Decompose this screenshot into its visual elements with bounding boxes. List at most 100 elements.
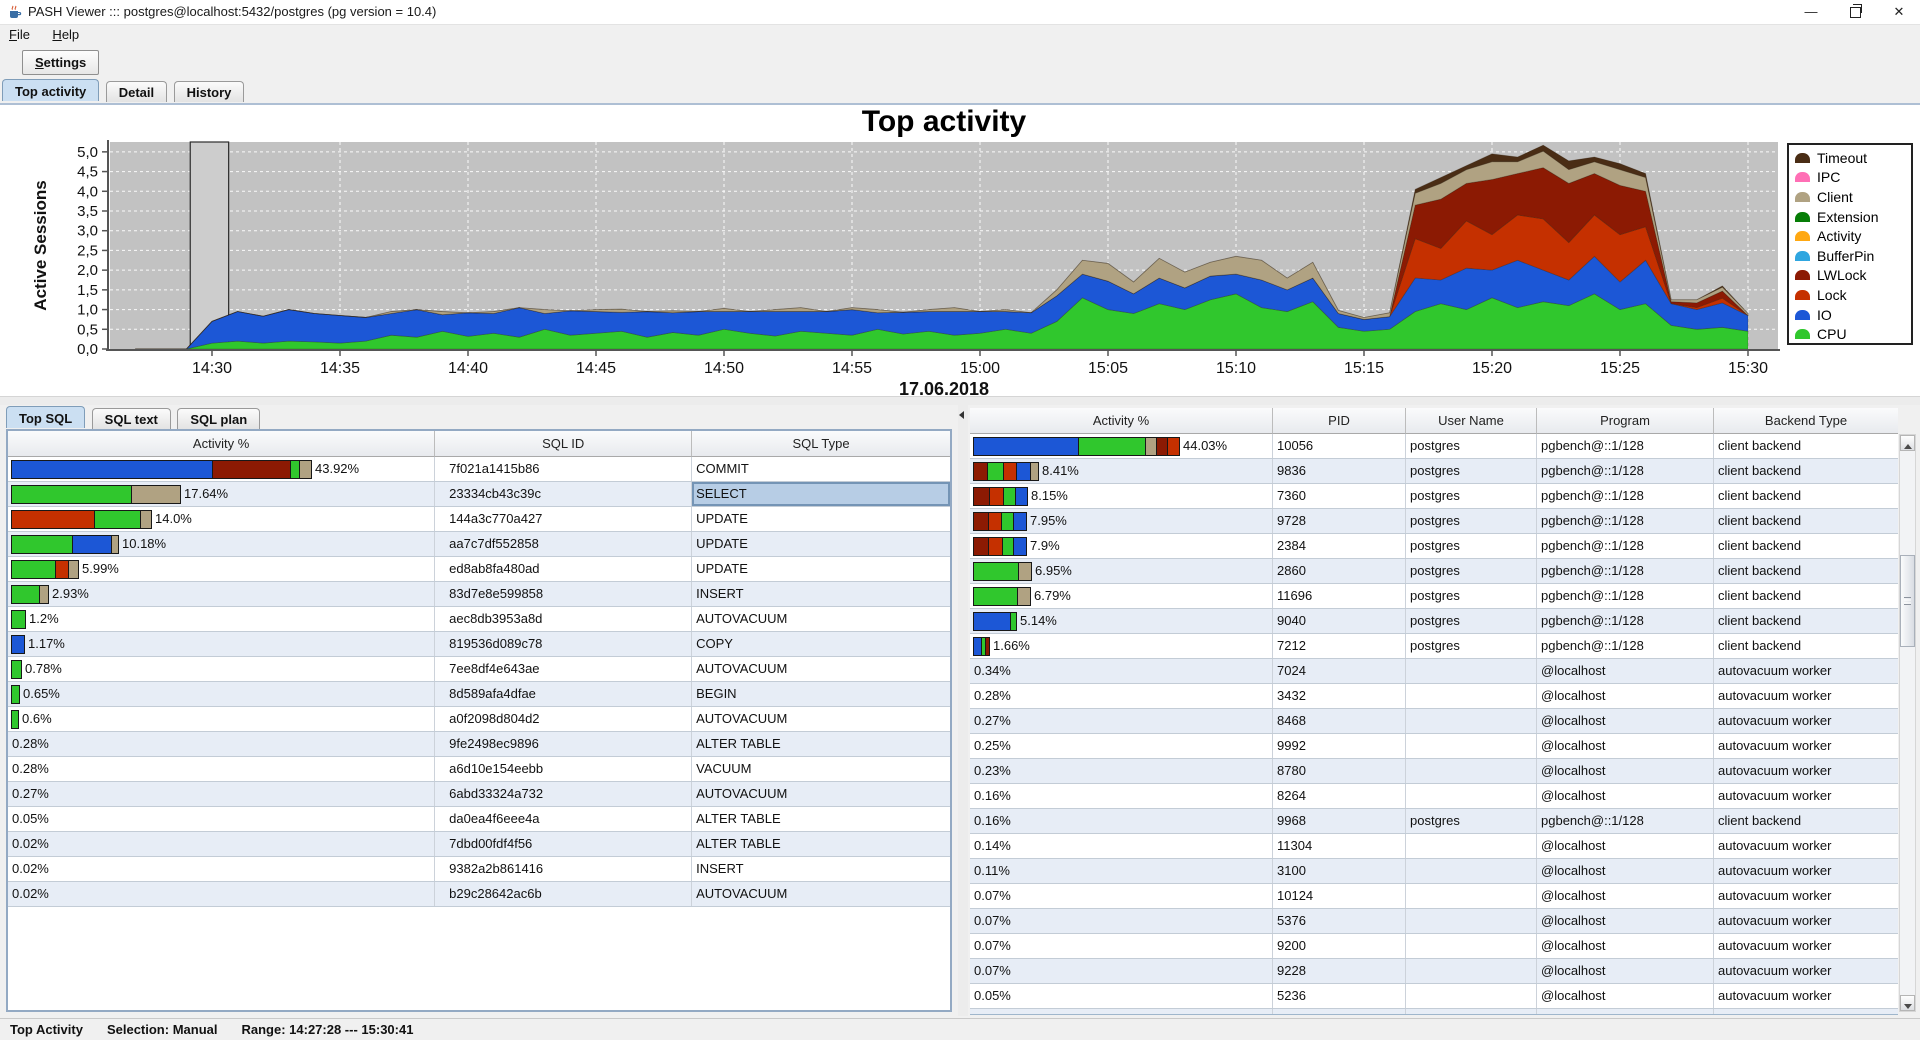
session-row-20[interactable]: 0.07% 5376 @localhost autovacuum worker [970, 909, 1898, 934]
vertical-scrollbar[interactable] [1899, 434, 1916, 1012]
cell-text: 23334cb43c39c [449, 486, 541, 501]
restore-icon [1849, 4, 1862, 18]
scroll-down-button[interactable] [1900, 995, 1915, 1011]
scrollbar-thumb[interactable] [1900, 555, 1915, 647]
menu-file[interactable]: File [9, 27, 30, 42]
session-row-4[interactable]: 7.95% 9728 postgres pgbench@::1/128 client b… [970, 509, 1898, 534]
sql-row-6[interactable]: 2.93% 83d7e8e599858 INSERT [8, 582, 950, 607]
legend-item-activity: Activity [1795, 226, 1911, 246]
sql-row-18[interactable]: 0.02% b29c28642ac6b AUTOVACUUM [8, 882, 950, 907]
restore-button[interactable] [1834, 0, 1876, 24]
scroll-up-button[interactable] [1900, 435, 1915, 451]
activity-bar [973, 461, 1039, 481]
cell-text: 0.27% [974, 713, 1011, 728]
session-row-10[interactable]: 0.34% 7024 @localhost autovacuum worker [970, 659, 1898, 684]
col-pid[interactable]: PID [1273, 408, 1406, 434]
col-user-name[interactable]: User Name [1406, 408, 1537, 434]
cell-text: ALTER TABLE [696, 811, 781, 826]
tab-detail[interactable]: Detail [105, 81, 168, 102]
splitter-collapse-left-icon[interactable] [959, 411, 964, 419]
sql-row-11[interactable]: 0.6% a0f2098d804d2 AUTOVACUUM [8, 707, 950, 732]
sql-row-13[interactable]: 0.28% a6d10e154eebb VACUUM [8, 757, 950, 782]
session-row-1[interactable]: 44.03% 10056 postgres pgbench@::1/128 client… [970, 434, 1898, 459]
sql-row-1[interactable]: 43.92% 7f021a1415b86 COMMIT [8, 457, 950, 482]
close-button[interactable]: ✕ [1893, 4, 1905, 19]
session-row-11[interactable]: 0.28% 3432 @localhost autovacuum worker [970, 684, 1898, 709]
svg-text:14:50: 14:50 [704, 360, 744, 377]
user-cell: postgres [1406, 634, 1537, 658]
tab-sql-text[interactable]: SQL text [91, 408, 171, 429]
session-row-23[interactable]: 0.05% 5236 @localhost autovacuum worker [970, 984, 1898, 1009]
session-row-7[interactable]: 6.79% 11696 postgres pgbench@::1/128 client … [970, 584, 1898, 609]
cell-text: pgbench@::1/128 [1541, 613, 1644, 628]
vertical-splitter[interactable] [958, 405, 968, 1016]
col-activity[interactable]: Activity % [970, 408, 1273, 434]
cell-text: COMMIT [696, 461, 749, 476]
col-sql-type[interactable]: SQL Type [692, 431, 950, 457]
session-row-15[interactable]: 0.16% 8264 @localhost autovacuum worker [970, 784, 1898, 809]
sql-id-cell: b29c28642ac6b [435, 882, 693, 906]
activity-cell: 0.07% [970, 959, 1273, 983]
sql-id-cell: a0f2098d804d2 [435, 707, 693, 731]
stacked-area-chart[interactable]: 0,0 0,5 1,0 1,5 2,0 2,5 3,0 3,5 4,0 4,5 5,0 14:30 14… [0, 105, 1920, 396]
sql-row-12[interactable]: 0.28% 9fe2498ec9896 ALTER TABLE [8, 732, 950, 757]
sql-type-cell: BEGIN [692, 682, 950, 706]
svg-text:Active Sessions: Active Sessions [31, 180, 50, 310]
sql-row-5[interactable]: 5.99% ed8ab8fa480ad UPDATE [8, 557, 950, 582]
session-row-13[interactable]: 0.25% 9992 @localhost autovacuum worker [970, 734, 1898, 759]
sql-row-17[interactable]: 0.02% 9382a2b861416 INSERT [8, 857, 950, 882]
sql-row-2[interactable]: 17.64% 23334cb43c39c SELECT [8, 482, 950, 507]
cell-text: 0.05% [12, 811, 49, 826]
user-cell [1406, 759, 1537, 783]
sql-tab-strip: Top SQL SQL text SQL plan [4, 406, 261, 429]
session-row-21[interactable]: 0.07% 9200 @localhost autovacuum worker [970, 934, 1898, 959]
tab-top-sql[interactable]: Top SQL [6, 406, 86, 428]
top-activity-chart[interactable]: 0,0 0,5 1,0 1,5 2,0 2,5 3,0 3,5 4,0 4,5 5,0 14:30 14… [0, 105, 1920, 396]
tab-history[interactable]: History [173, 81, 245, 102]
session-row-16[interactable]: 0.16% 9968 postgres pgbench@::1/128 client b… [970, 809, 1898, 834]
cell-text: INSERT [696, 861, 744, 876]
session-row-8[interactable]: 5.14% 9040 postgres pgbench@::1/128 client b… [970, 609, 1898, 634]
session-row-14[interactable]: 0.23% 8780 @localhost autovacuum worker [970, 759, 1898, 784]
col-program[interactable]: Program [1537, 408, 1714, 434]
session-row-17[interactable]: 0.14% 11304 @localhost autovacuum worker [970, 834, 1898, 859]
sql-row-8[interactable]: 1.17% 819536d089c78 COPY [8, 632, 950, 657]
col-activity[interactable]: Activity % [8, 431, 436, 457]
sql-row-10[interactable]: 0.65% 8d589afa4dfae BEGIN [8, 682, 950, 707]
backend-cell: autovacuum worker [1714, 859, 1898, 883]
sql-row-16[interactable]: 0.02% 7dbd00fdf4f56 ALTER TABLE [8, 832, 950, 857]
sessions-table-header: Activity % PID User Name Program Backend… [970, 408, 1898, 434]
session-row-5[interactable]: 7.9% 2384 postgres pgbench@::1/128 client ba… [970, 534, 1898, 559]
menu-help[interactable]: Help [52, 27, 80, 42]
sql-row-15[interactable]: 0.05% da0ea4f6eee4a ALTER TABLE [8, 807, 950, 832]
session-row-24[interactable] [970, 1009, 1898, 1014]
session-row-2[interactable]: 8.41% 9836 postgres pgbench@::1/128 client b… [970, 459, 1898, 484]
sql-row-7[interactable]: 1.2% aec8db3953a8d AUTOVACUUM [8, 607, 950, 632]
session-row-19[interactable]: 0.07% 10124 @localhost autovacuum worker [970, 884, 1898, 909]
tab-top-activity[interactable]: Top activity [2, 79, 100, 101]
session-row-18[interactable]: 0.11% 3100 @localhost autovacuum worker [970, 859, 1898, 884]
session-row-12[interactable]: 0.27% 8468 @localhost autovacuum worker [970, 709, 1898, 734]
sql-row-4[interactable]: 10.18% aa7c7df552858 UPDATE [8, 532, 950, 557]
user-cell: postgres [1406, 534, 1537, 558]
minimize-button[interactable]: — [1804, 4, 1818, 19]
col-sql-id[interactable]: SQL ID [435, 431, 693, 457]
sql-row-9[interactable]: 0.78% 7ee8df4e643ae AUTOVACUUM [8, 657, 950, 682]
session-row-9[interactable]: 1.66% 7212 postgres pgbench@::1/128 client b… [970, 634, 1898, 659]
cell-text: autovacuum worker [1718, 963, 1832, 978]
session-row-22[interactable]: 0.07% 9228 @localhost autovacuum worker [970, 959, 1898, 984]
bar-segment-lock [1167, 436, 1180, 456]
pid-cell: 10124 [1273, 884, 1406, 908]
session-row-3[interactable]: 8.15% 7360 postgres pgbench@::1/128 client b… [970, 484, 1898, 509]
session-row-6[interactable]: 6.95% 2860 postgres pgbench@::1/128 client b… [970, 559, 1898, 584]
activity-cell: 0.07% [970, 934, 1273, 958]
sql-id-cell: 7ee8df4e643ae [435, 657, 693, 681]
sql-row-3[interactable]: 14.0% 144a3c770a427 UPDATE [8, 507, 950, 532]
settings-button[interactable]: Settings [22, 50, 100, 75]
sql-row-14[interactable]: 0.27% 6abd33324a732 AUTOVACUUM [8, 782, 950, 807]
tab-sql-plan[interactable]: SQL plan [177, 408, 261, 429]
activity-bar [11, 559, 79, 579]
sql-type-cell: UPDATE [692, 532, 950, 556]
sql-type-cell: COPY [692, 632, 950, 656]
col-backend-type[interactable]: Backend Type [1714, 408, 1898, 434]
